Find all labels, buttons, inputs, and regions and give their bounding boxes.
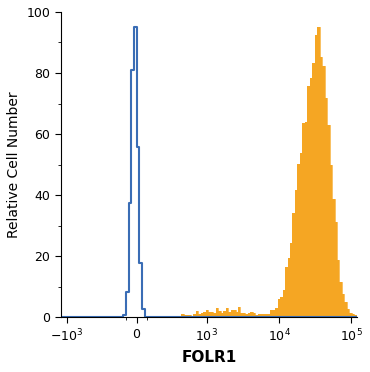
X-axis label: FOLR1: FOLR1: [181, 350, 236, 365]
Polygon shape: [54, 27, 364, 317]
Y-axis label: Relative Cell Number: Relative Cell Number: [7, 92, 21, 238]
